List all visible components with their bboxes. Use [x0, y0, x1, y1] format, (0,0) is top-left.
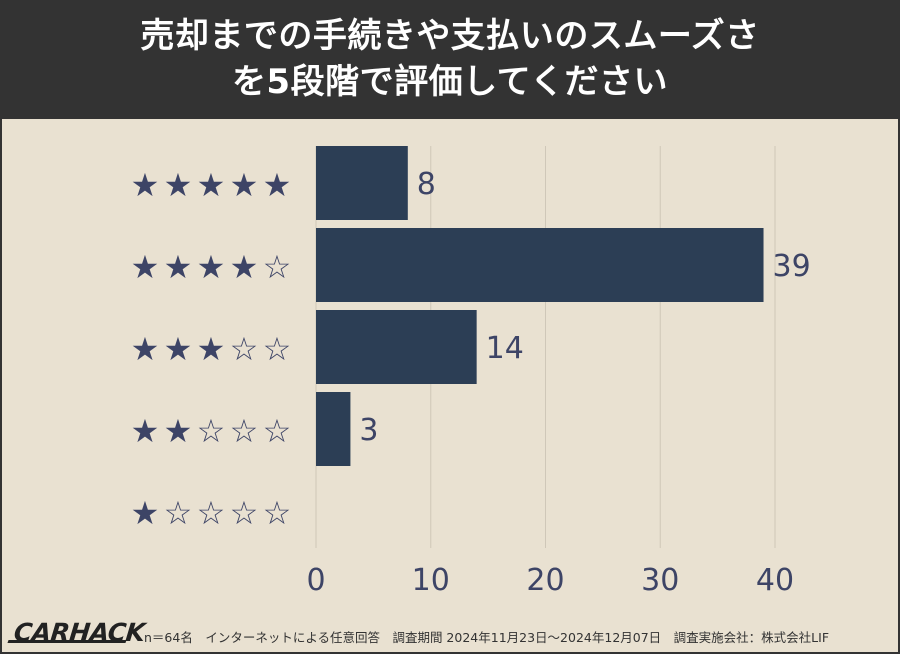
data-label: 8	[417, 167, 436, 202]
filled-star-icon: ★	[131, 412, 160, 450]
filled-star-icon: ★	[131, 248, 160, 286]
filled-star-icon: ★	[197, 330, 226, 368]
data-label: 14	[486, 331, 524, 366]
empty-star-icon: ☆	[263, 494, 292, 532]
x-tick-label: 0	[306, 563, 325, 598]
title-bar: 売却までの手続きや支払いのスムーズさ を5段階で評価してください	[0, 0, 900, 117]
chart-title-line-1: 売却までの手続きや支払いのスムーズさ	[140, 15, 760, 56]
filled-star-icon: ★	[164, 412, 193, 450]
bar	[316, 392, 351, 466]
x-tick-label: 30	[641, 563, 679, 598]
data-label: 39	[773, 249, 811, 284]
survey-note: n＝64名 インターネットによる任意回答 調査期間 2024年11月23日〜20…	[144, 630, 830, 645]
empty-star-icon: ☆	[197, 494, 226, 532]
x-tick-label: 20	[526, 563, 564, 598]
logo-underline	[7, 640, 127, 643]
bar	[316, 228, 764, 302]
filled-star-icon: ★	[164, 248, 193, 286]
filled-star-icon: ★	[230, 166, 259, 204]
filled-star-icon: ★	[197, 166, 226, 204]
empty-star-icon: ☆	[230, 330, 259, 368]
bar	[316, 146, 408, 220]
empty-star-icon: ☆	[164, 494, 193, 532]
empty-star-icon: ☆	[197, 412, 226, 450]
empty-star-icon: ☆	[263, 248, 292, 286]
filled-star-icon: ★	[230, 248, 259, 286]
filled-star-icon: ★	[131, 494, 160, 532]
chart-title-line-2: を5段階で評価してください	[231, 61, 669, 102]
x-tick-label: 40	[756, 563, 794, 598]
filled-star-icon: ★	[131, 330, 160, 368]
empty-star-icon: ☆	[230, 412, 259, 450]
data-label: 3	[359, 413, 378, 448]
filled-star-icon: ★	[197, 248, 226, 286]
x-tick-label: 10	[412, 563, 450, 598]
empty-star-icon: ☆	[263, 412, 292, 450]
filled-star-icon: ★	[164, 166, 193, 204]
empty-star-icon: ☆	[230, 494, 259, 532]
bar	[316, 310, 477, 384]
filled-star-icon: ★	[164, 330, 193, 368]
filled-star-icon: ★	[263, 166, 292, 204]
empty-star-icon: ☆	[263, 330, 292, 368]
chart-panel	[0, 117, 900, 654]
filled-star-icon: ★	[131, 166, 160, 204]
